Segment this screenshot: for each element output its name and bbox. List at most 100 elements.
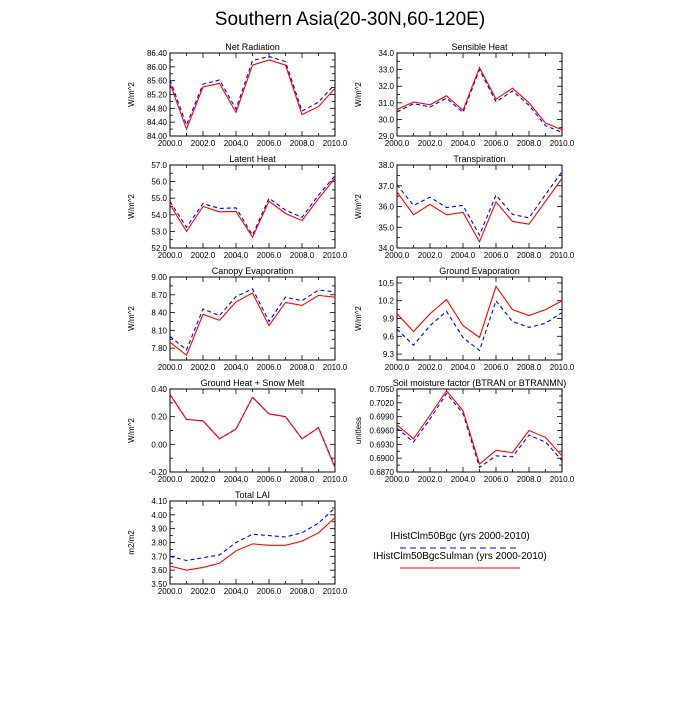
x-tick-label: 2008.0: [517, 475, 542, 484]
panel-6: Ground Evaporation 2000.0 2002.0 2004.0 2006…: [354, 266, 575, 372]
x-tick-label: 2006.0: [484, 251, 509, 260]
x-tick-label: 2008.0: [290, 251, 315, 260]
y-tick-label: 84.40: [147, 118, 168, 127]
y-tick-label: 3.70: [151, 552, 167, 561]
series-line-1: [169, 55, 336, 127]
panel-title: Net Radiation: [225, 42, 280, 52]
y-tick-label: 9.9: [383, 315, 395, 324]
y-axis-label: unitless: [354, 417, 363, 444]
x-tick-label: 2010.0: [550, 139, 575, 148]
y-axis-label: W/m^2: [354, 82, 363, 107]
x-tick-label: 2004.0: [224, 251, 249, 260]
panel-2: Sensible Heat 2000.0 2002.0 2004.0 2006.0 200…: [354, 42, 575, 148]
y-tick-label: 10.5: [378, 279, 394, 288]
y-tick-label: 0.00: [151, 440, 167, 449]
y-tick-label: 9.00: [151, 273, 167, 282]
y-tick-label: 52.0: [151, 244, 167, 253]
x-tick-label: 2000.0: [385, 363, 410, 372]
panel-7: Ground Heat + Snow Melt 2000.0 2002.0 2004.…: [127, 378, 348, 484]
y-tick-label: 3.60: [151, 566, 167, 575]
y-tick-label: 57.0: [151, 161, 167, 170]
y-tick-label: 55.0: [151, 194, 167, 203]
y-tick-label: 85.20: [147, 91, 168, 100]
y-tick-label: 8.10: [151, 326, 167, 335]
figure-title: Southern Asia(20-30N,60-120E): [214, 9, 486, 30]
x-tick-label: 2004.0: [224, 587, 249, 596]
series-line-1: [396, 171, 563, 237]
series-line-1: [396, 68, 563, 133]
x-tick-label: 2008.0: [290, 363, 315, 372]
y-tick-label: 0.6930: [370, 440, 395, 449]
y-tick-label: 34.0: [378, 244, 394, 253]
x-tick-label: 2008.0: [290, 587, 315, 596]
x-tick-label: 2004.0: [224, 475, 249, 484]
x-tick-label: 2008.0: [517, 139, 542, 148]
x-tick-label: 2002.0: [191, 475, 216, 484]
x-tick-label: 2008.0: [290, 139, 315, 148]
series-line-2: [396, 285, 563, 339]
y-axis-label: W/m^2: [127, 82, 136, 107]
x-tick-label: 2000.0: [385, 475, 410, 484]
series-line-1: [169, 288, 336, 351]
y-tick-label: 8.40: [151, 309, 167, 318]
x-tick-label: 2002.0: [191, 139, 216, 148]
panel-title: Canopy Evaporation: [212, 266, 294, 276]
y-tick-label: 4.10: [151, 497, 167, 506]
plot-frame: [169, 388, 336, 473]
y-tick-label: 29.0: [378, 132, 394, 141]
x-tick-label: 2004.0: [451, 475, 476, 484]
x-tick-label: 2008.0: [290, 475, 315, 484]
x-tick-label: 2000.0: [158, 251, 183, 260]
y-tick-label: 0.6990: [370, 413, 395, 422]
x-tick-label: 2002.0: [418, 251, 443, 260]
y-tick-label: 0.40: [151, 385, 167, 394]
y-tick-label: 56.0: [151, 178, 167, 187]
x-tick-label: 2006.0: [257, 587, 282, 596]
panel-title: Ground Evaporation: [439, 266, 520, 276]
series-line-2: [169, 394, 336, 469]
y-tick-label: 0.6870: [370, 468, 395, 477]
panel-9: Total LAI 2000.0 2002.0 2004.0 2006.0 2008.0 2…: [127, 490, 348, 596]
x-tick-label: 2000.0: [158, 587, 183, 596]
x-tick-label: 2002.0: [191, 251, 216, 260]
x-tick-label: 2010.0: [323, 251, 348, 260]
panel-title: Latent Heat: [229, 154, 276, 164]
series-line-1: [169, 394, 336, 467]
series-line-1: [169, 507, 336, 562]
x-tick-label: 2004.0: [451, 139, 476, 148]
y-tick-label: 0.20: [151, 413, 167, 422]
plot-frame: [396, 276, 563, 361]
series-line-2: [169, 177, 336, 239]
y-tick-label: 0.6960: [370, 427, 395, 436]
y-tick-label: 3.80: [151, 539, 167, 548]
panel-4: Transpiration 2000.0 2002.0 2004.0 2006.0 200…: [354, 154, 575, 260]
y-axis-label: W/m^2: [354, 194, 363, 219]
x-tick-label: 2006.0: [257, 363, 282, 372]
plot-frame: [396, 52, 563, 137]
y-tick-label: 8.70: [151, 291, 167, 300]
series-line-2: [396, 66, 563, 131]
y-axis-label: m2/m2: [127, 530, 136, 555]
panel-3: Latent Heat 2000.0 2002.0 2004.0 2006.0 2008.…: [127, 154, 348, 260]
y-tick-label: 9.3: [383, 350, 395, 359]
x-tick-label: 2010.0: [323, 363, 348, 372]
panel-1: Net Radiation 2000.0 2002.0 2004.0 2006.0 200…: [127, 42, 348, 148]
y-tick-label: 30.0: [378, 115, 394, 124]
series-line-1: [396, 299, 563, 352]
x-tick-label: 2010.0: [323, 587, 348, 596]
series-line-2: [169, 59, 336, 131]
panel-title: Transpiration: [453, 154, 505, 164]
x-tick-label: 2006.0: [484, 363, 509, 372]
panel-8: Soil moisture factor (BTRAN or BTRANMN) 2…: [354, 378, 575, 484]
y-tick-label: 86.40: [147, 49, 168, 58]
x-tick-label: 2004.0: [451, 363, 476, 372]
series-line-1: [396, 392, 563, 469]
x-tick-label: 2000.0: [385, 251, 410, 260]
x-tick-label: 2004.0: [224, 139, 249, 148]
panel-title: Soil moisture factor (BTRAN or BTRANMN): [393, 378, 567, 388]
x-tick-label: 2010.0: [550, 475, 575, 484]
y-tick-label: 0.6900: [370, 454, 395, 463]
panel-title: Total LAI: [235, 490, 270, 500]
y-tick-label: 0.7020: [370, 399, 395, 408]
